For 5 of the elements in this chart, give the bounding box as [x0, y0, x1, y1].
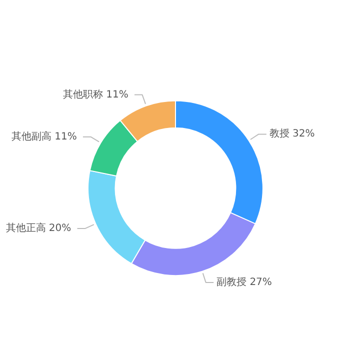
slice-label: 教授 32%	[269, 128, 315, 140]
slice-label: 其他副高 11%	[11, 130, 77, 142]
slice-label: 其他职称 11%	[62, 88, 128, 100]
slice-label: 副教授 27%	[216, 276, 272, 288]
slice-label: 其他正高 20%	[6, 222, 72, 234]
